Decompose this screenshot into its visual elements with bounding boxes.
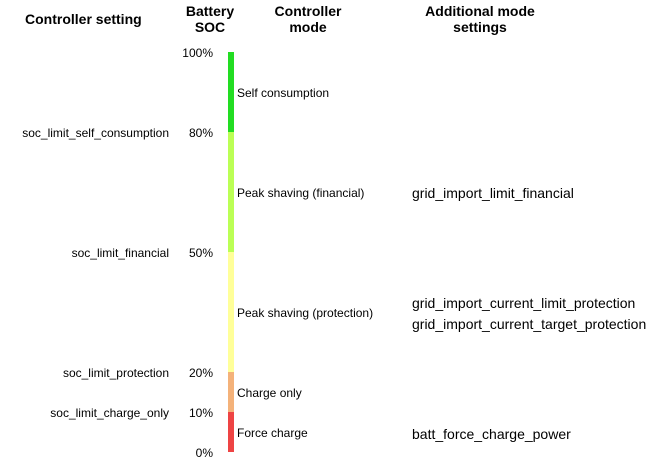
bar-segment-peak-shaving-protection	[228, 252, 234, 372]
header-controller-mode: Controller mode	[264, 3, 352, 35]
header-battery-soc: Battery SOC	[182, 3, 238, 35]
soc-label-80: 80%	[188, 126, 213, 140]
bar-segment-peak-shaving-financial	[228, 132, 234, 252]
setting-soc-limit-financial: soc_limit_financial	[71, 246, 169, 260]
soc-label-50: 50%	[188, 246, 213, 260]
soc-label-100: 100%	[182, 46, 213, 60]
header-additional-settings-line1: Additional mode	[425, 3, 535, 19]
header-controller-mode-line1: Controller	[274, 3, 342, 19]
setting-soc-limit-self-consumption: soc_limit_self_consumption	[22, 126, 169, 140]
soc-label-10: 10%	[188, 406, 213, 420]
header-additional-settings: Additional mode settings	[406, 3, 554, 35]
additional-grid-import-current-limit-protection: grid_import_current_limit_protection	[412, 295, 636, 311]
soc-label-0: 0%	[195, 446, 213, 460]
header-battery-soc-line2: SOC	[194, 19, 226, 35]
header-additional-settings-line2: settings	[453, 19, 507, 35]
additional-grid-import-current-target-protection: grid_import_current_target_protection	[412, 316, 647, 332]
mode-peak-shaving-protection: Peak shaving (protection)	[237, 306, 374, 320]
mode-charge-only: Charge only	[237, 386, 302, 400]
mode-peak-shaving-financial: Peak shaving (financial)	[237, 186, 365, 200]
header-controller-mode-line2: mode	[289, 19, 327, 35]
bar-segment-force-charge	[228, 412, 234, 452]
additional-grid-import-limit-financial: grid_import_limit_financial	[412, 185, 574, 201]
setting-soc-limit-charge-only: soc_limit_charge_only	[50, 406, 169, 420]
setting-soc-limit-protection: soc_limit_protection	[62, 366, 169, 380]
header-battery-soc-line1: Battery	[185, 3, 235, 19]
mode-force-charge: Force charge	[237, 426, 308, 440]
bar-segment-self-consumption	[228, 52, 234, 132]
mode-self-consumption: Self consumption	[237, 86, 330, 100]
header-controller-setting: Controller setting	[25, 11, 142, 27]
additional-batt-force-charge-power: batt_force_charge_power	[412, 426, 571, 442]
soc-label-20: 20%	[188, 366, 213, 380]
bar-segment-charge-only	[228, 372, 234, 412]
